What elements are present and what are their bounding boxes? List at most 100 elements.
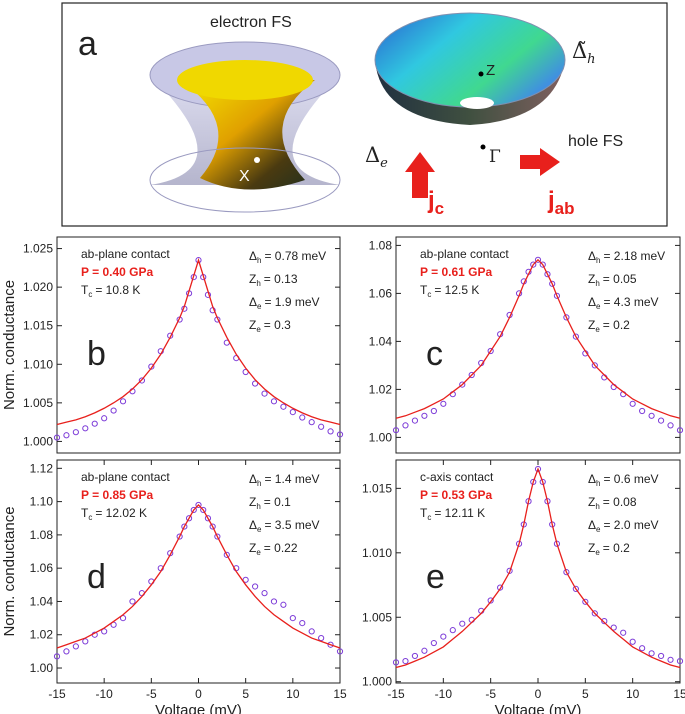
data-point	[440, 633, 447, 640]
y-tick-label: 1.12	[30, 461, 54, 475]
fit-parameter: Δe = 4.3 meV	[588, 295, 659, 311]
data-point	[110, 407, 117, 414]
panel-letter: c	[426, 335, 443, 373]
data-point	[327, 641, 334, 648]
data-point	[629, 638, 636, 645]
y-tick-label: 1.00	[369, 430, 393, 444]
jab-label: jab	[547, 187, 575, 218]
electron-fs-opening	[177, 60, 313, 100]
data-point	[629, 400, 636, 407]
tc-label: Tc = 10.8 K	[81, 283, 140, 299]
y-tick-label: 1.015	[362, 481, 392, 495]
y-tick-label: 1.02	[30, 628, 54, 642]
data-point	[72, 643, 79, 650]
fit-parameter: Zh = 0.08	[588, 495, 637, 511]
data-point	[252, 380, 259, 387]
pressure-label: P = 0.40 GPa	[81, 265, 153, 279]
tc-label: Tc = 12.11 K	[420, 506, 485, 522]
point-gamma-dot	[480, 144, 486, 150]
chart-panel: 1.000 1.005 1.010 1.015 -15 -10 -5 0 5 10 15 Voltag…	[362, 459, 685, 714]
y-tick-label: 1.08	[30, 528, 54, 542]
fit-line	[56, 257, 341, 426]
data-point	[289, 614, 296, 622]
data-point	[534, 465, 542, 473]
data-point	[421, 647, 428, 654]
data-point	[223, 551, 230, 558]
fit-parameter: Δe = 2.0 meV	[588, 518, 659, 534]
panel-letter: b	[87, 335, 106, 373]
data-point	[667, 422, 674, 429]
fit-parameter: Δh = 0.6 meV	[588, 472, 659, 488]
data-point	[468, 371, 475, 379]
x-tick-label: -5	[146, 687, 157, 701]
fit-parameter: Δh = 2.18 meV	[588, 249, 665, 265]
y-tick-label: 1.025	[23, 242, 53, 256]
data-point	[270, 598, 278, 605]
fit-line	[395, 467, 681, 669]
chart-panel: 1.000 1.005 1.010 1.015 1.020 1.025 Norm. cond…	[1, 236, 344, 454]
y-tick-label: 1.10	[30, 495, 54, 509]
contact-label: ab-plane contact	[81, 470, 170, 484]
panel-a: a electron FS hole FS X Z Γ Δe Δ̃h jc ja…	[61, 2, 668, 227]
x-tick-label: -10	[95, 687, 113, 701]
data-point	[657, 417, 665, 424]
data-point	[430, 639, 437, 647]
data-point	[601, 618, 608, 625]
data-point	[280, 403, 287, 410]
y-tick-label: 1.020	[23, 280, 53, 294]
data-point	[53, 434, 61, 441]
data-point	[63, 648, 70, 655]
data-point	[639, 407, 646, 415]
data-point	[318, 423, 325, 430]
data-point	[289, 409, 296, 416]
data-point	[299, 619, 306, 627]
fit-parameter: Δe = 3.5 meV	[249, 518, 320, 534]
data-point	[402, 422, 409, 429]
data-point	[200, 506, 207, 514]
data-point	[299, 414, 306, 421]
data-point	[402, 657, 409, 665]
y-tick-label: 1.000	[23, 434, 53, 448]
hole-fs-label: hole FS	[568, 133, 623, 150]
x-tick-label: -15	[387, 687, 405, 701]
y-axis-label: Norm. conductance	[1, 506, 18, 636]
data-point	[648, 650, 655, 657]
hole-fs-hole	[460, 97, 494, 109]
data-point	[336, 648, 344, 655]
fit-parameter: Ze = 0.22	[249, 541, 298, 557]
fit-parameter: Zh = 0.13	[249, 272, 298, 288]
data-point	[129, 598, 136, 605]
data-point	[553, 292, 561, 299]
delta-h-label: Δ̃h	[572, 39, 596, 67]
data-point	[204, 515, 212, 522]
data-point	[190, 506, 197, 514]
plot-frame	[56, 236, 341, 454]
delta-e-label: Δe	[365, 143, 388, 171]
data-point	[209, 523, 216, 530]
data-point	[119, 398, 127, 405]
pressure-label: P = 0.53 GPa	[420, 488, 492, 502]
data-point	[101, 415, 108, 422]
x-tick-label: 0	[195, 687, 202, 701]
panel-a-frame	[61, 2, 668, 227]
x-tick-label: 15	[333, 687, 347, 701]
data-point	[411, 652, 419, 660]
x-tick-label: 5	[582, 687, 589, 701]
contact-label: ab-plane contact	[81, 247, 170, 261]
data-point	[530, 261, 537, 268]
x-axis-label: Voltage (mV)	[495, 702, 582, 714]
y-tick-label: 1.015	[23, 319, 53, 333]
data-point	[497, 584, 504, 591]
data-point	[440, 400, 447, 407]
x-tick-label: 10	[626, 687, 640, 701]
data-point	[610, 624, 617, 631]
fit-parameter: Δh = 1.4 meV	[249, 472, 320, 488]
y-tick-label: 1.00	[30, 661, 54, 675]
data-point	[185, 515, 193, 522]
point-z-label: Z	[486, 62, 495, 79]
data-point	[459, 381, 466, 388]
fit-line	[56, 503, 341, 649]
data-point	[148, 363, 155, 370]
